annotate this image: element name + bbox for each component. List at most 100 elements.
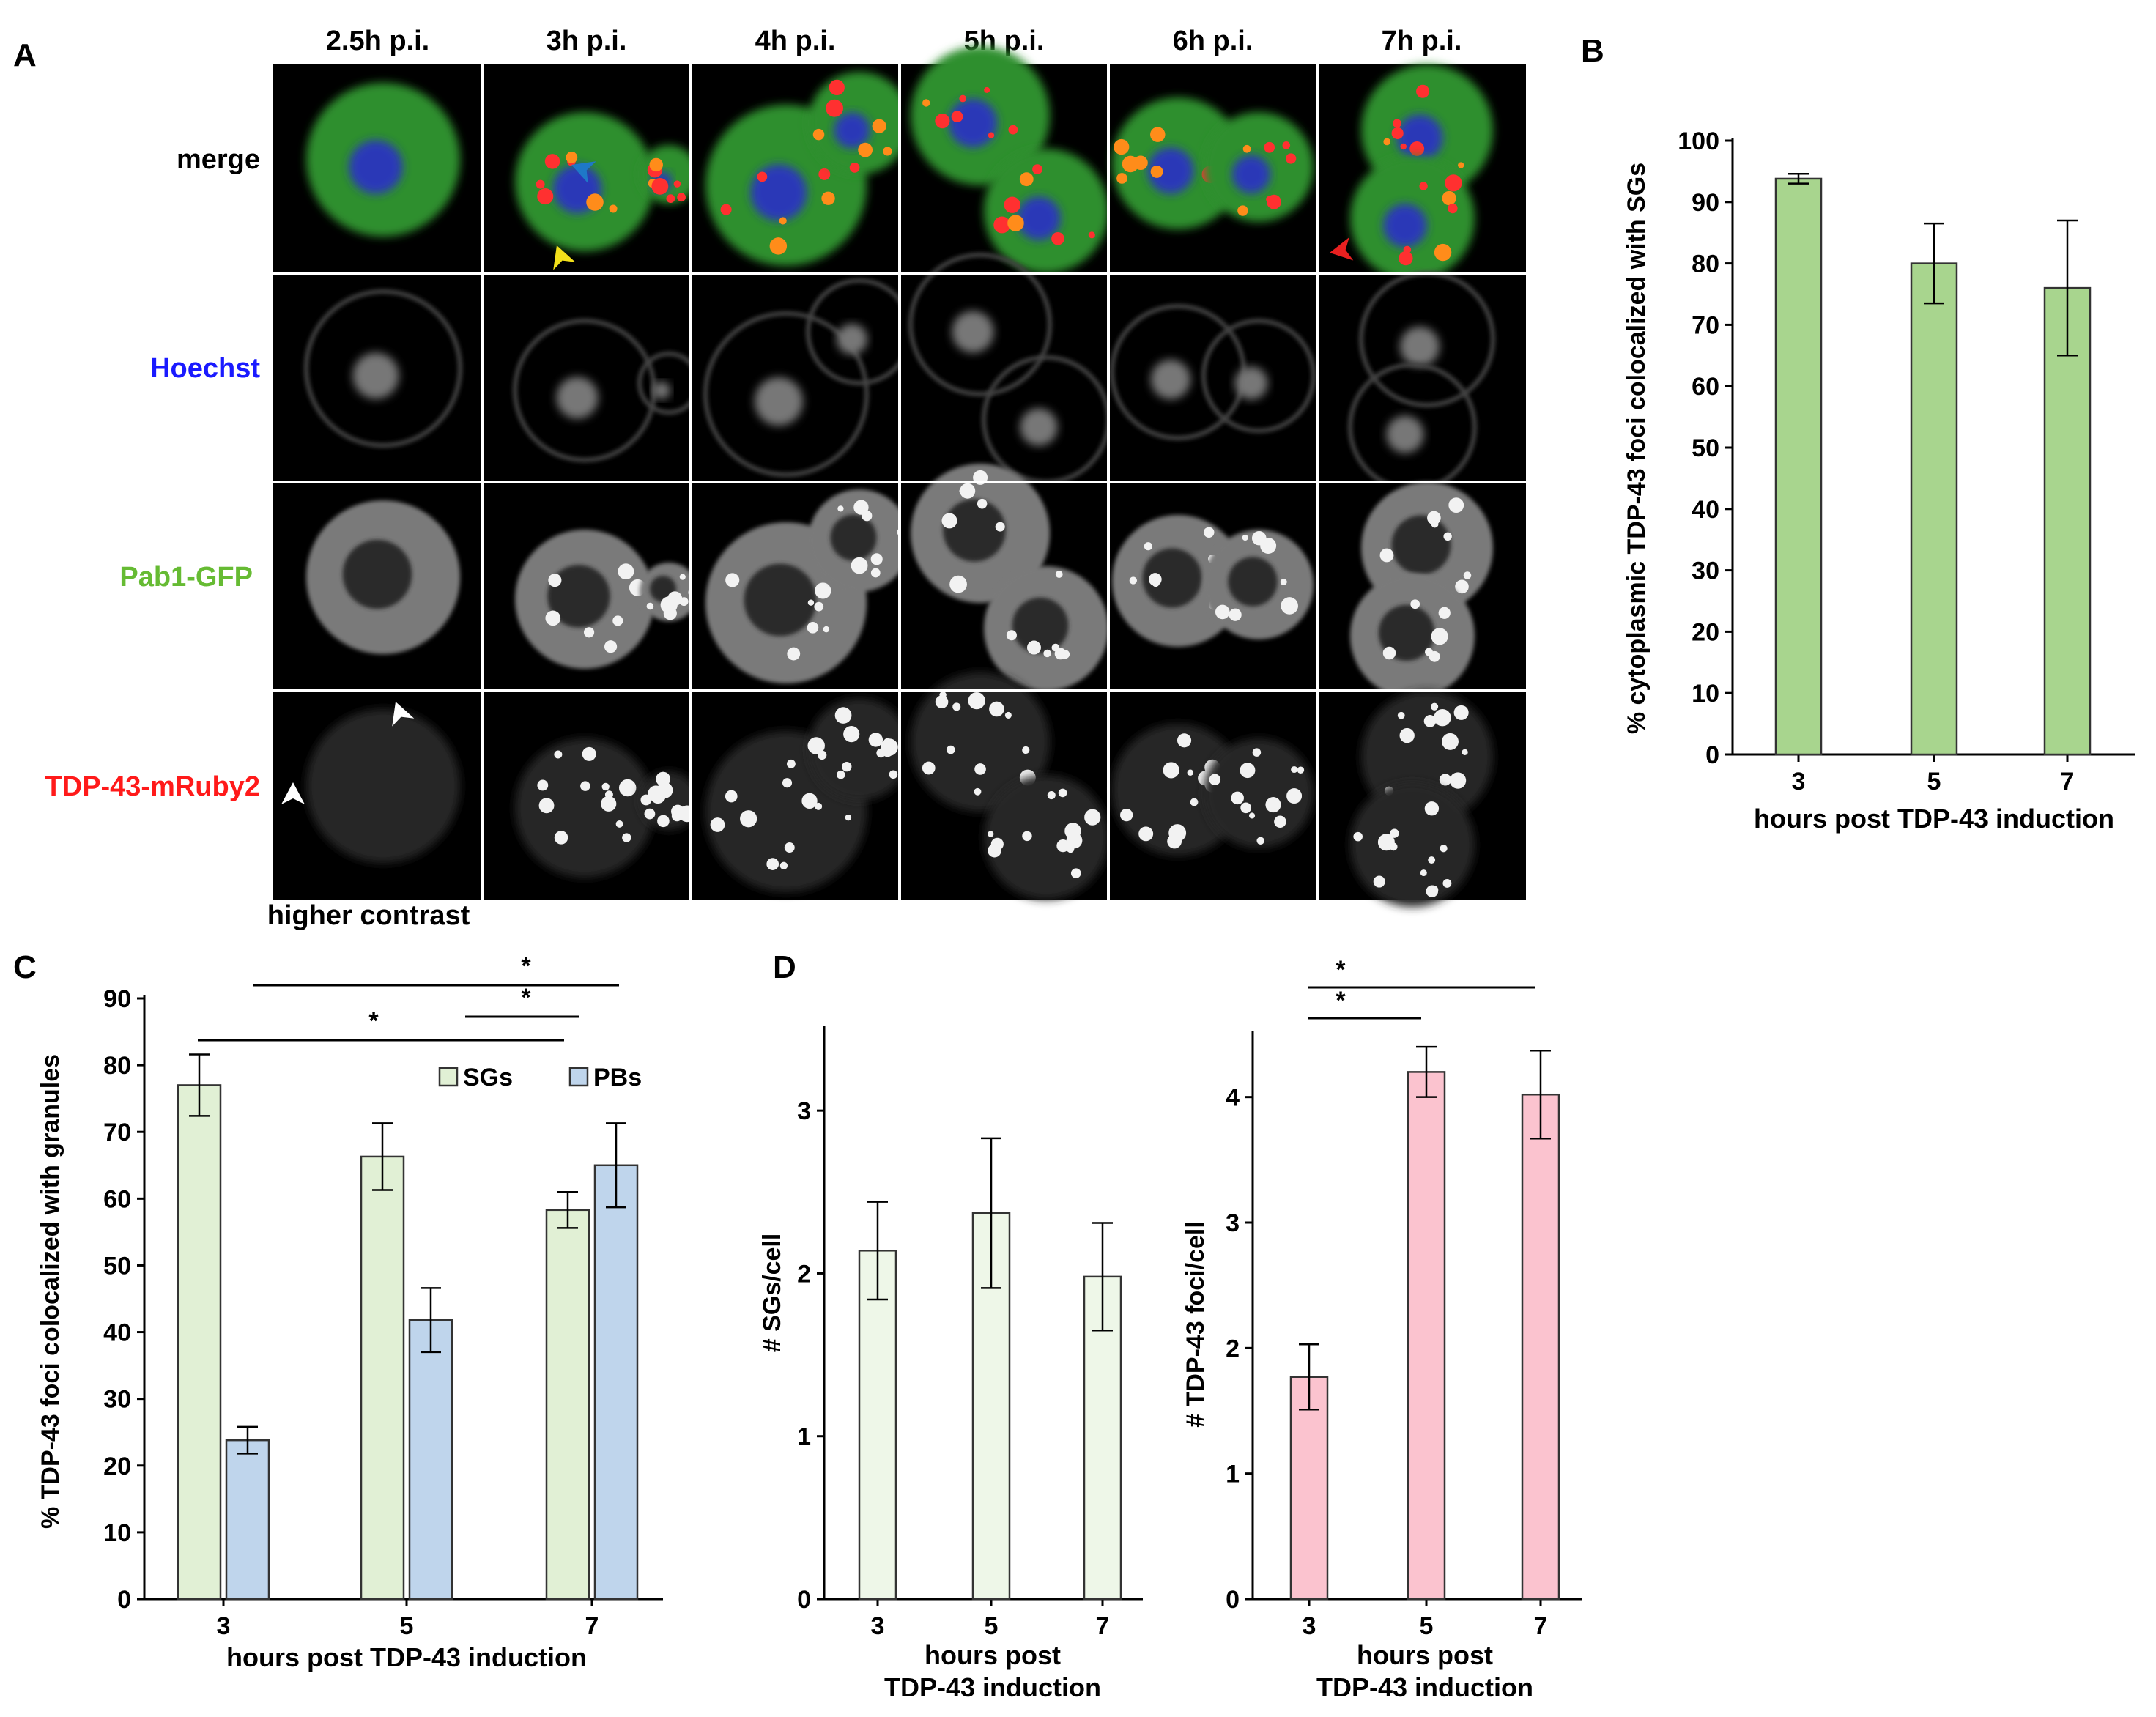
legend-label: SGs — [463, 1064, 513, 1091]
y-tick-label: 100 — [1678, 127, 1719, 155]
micrograph-tile — [900, 253, 1111, 484]
chart-b: 0 10 20 30 40 50 60 70 80 90 100 3 5 7 hours post TDP-… — [1623, 127, 2135, 834]
panel-a-micrograph-grid: 2.5h p.i. 3h p.i. 4h p.i. 5h p.i. 6h p.i. 7h … — [45, 26, 1526, 907]
micrograph-tile — [482, 273, 700, 482]
x-axis-label: TDP-43 induction — [884, 1672, 1101, 1702]
y-axis-label: % TDP-43 foci colocalized with granules — [37, 1054, 64, 1529]
row-label: TDP-43-mRuby2 — [45, 771, 261, 802]
legend-swatch — [568, 1067, 589, 1087]
y-tick-label: 0 — [1226, 1586, 1240, 1614]
bar — [2043, 286, 2092, 756]
arrowhead-marker — [281, 782, 305, 804]
y-tick-label: 20 — [1692, 618, 1719, 646]
micrograph-tile — [1317, 271, 1526, 492]
x-tick-label: 3 — [217, 1612, 231, 1640]
micrograph-tile — [273, 64, 482, 273]
arrowhead-marker — [553, 245, 576, 270]
bar — [225, 1439, 270, 1601]
micrograph-tile — [1317, 691, 1526, 907]
y-tick-label: 0 — [797, 1586, 811, 1614]
x-tick-label: 5 — [400, 1612, 414, 1640]
micrograph-tile — [900, 46, 1108, 273]
y-tick-label: 70 — [103, 1119, 131, 1146]
y-tick-label: 30 — [1692, 557, 1719, 585]
micrograph-tile — [1108, 273, 1317, 482]
arrowhead-marker — [571, 161, 596, 184]
y-tick-label: 30 — [103, 1386, 131, 1414]
x-tick-label: 7 — [1534, 1612, 1548, 1640]
y-tick-label: 10 — [1692, 680, 1719, 708]
micrograph-tile — [1108, 691, 1317, 900]
bar — [1289, 1376, 1329, 1601]
legend-label: PBs — [593, 1064, 642, 1091]
y-tick-label: 20 — [103, 1453, 131, 1480]
x-axis-label: hours post TDP-43 induction — [226, 1642, 587, 1672]
y-tick-label: 2 — [1226, 1335, 1240, 1362]
x-tick-label: 5 — [985, 1612, 999, 1640]
row-label: merge — [177, 144, 260, 175]
y-tick-label: 40 — [103, 1319, 131, 1347]
bar — [408, 1319, 453, 1601]
column-header: 4h p.i. — [755, 26, 836, 56]
significance-star: * — [521, 952, 531, 980]
bar — [593, 1164, 639, 1601]
y-tick-label: 80 — [1692, 251, 1719, 278]
y-tick-label: 60 — [103, 1185, 131, 1213]
bar — [1774, 177, 1823, 756]
x-tick-label: 3 — [1303, 1612, 1316, 1640]
bar — [1521, 1093, 1560, 1601]
x-tick-label: 7 — [2061, 768, 2075, 796]
y-tick-label: 3 — [797, 1097, 811, 1125]
significance-star: * — [368, 1007, 379, 1035]
column-header: 6h p.i. — [1173, 26, 1253, 56]
x-axis-label: hours post — [1357, 1640, 1493, 1670]
y-tick-label: 80 — [103, 1052, 131, 1080]
significance-star: * — [521, 984, 531, 1012]
y-axis-label: # TDP-43 foci/cell — [1182, 1221, 1209, 1428]
x-tick-label: 7 — [1096, 1612, 1110, 1640]
significance-star: * — [1336, 956, 1346, 984]
y-tick-label: 4 — [1226, 1084, 1240, 1112]
panel-letter-b: B — [1581, 33, 1604, 69]
micrograph-tile — [1108, 64, 1317, 273]
panel-letter-c: C — [13, 949, 37, 985]
legend-swatch — [438, 1067, 459, 1087]
significance-star: * — [1336, 987, 1346, 1015]
micrograph-tile — [273, 273, 482, 482]
y-tick-label: 40 — [1692, 496, 1719, 524]
bar — [360, 1155, 405, 1601]
micrograph-tile — [691, 482, 911, 691]
bar — [545, 1209, 590, 1601]
y-tick-label: 90 — [1692, 189, 1719, 217]
y-tick-label: 50 — [103, 1252, 131, 1280]
y-tick-label: 70 — [1692, 311, 1719, 339]
bar — [858, 1250, 897, 1601]
micrograph-tile — [691, 64, 911, 273]
column-header: 7h p.i. — [1382, 26, 1462, 56]
y-axis-label: % cytoplasmic TDP-43 foci colocalized wi… — [1623, 163, 1651, 734]
y-tick-label: 3 — [1226, 1209, 1240, 1237]
micrograph-tile — [1317, 482, 1526, 698]
micrograph-tile — [900, 464, 1108, 691]
y-tick-label: 1 — [797, 1423, 811, 1451]
arrowhead-marker — [1330, 237, 1354, 261]
y-tick-label: 50 — [1692, 434, 1719, 462]
y-axis-label: # SGs/cell — [758, 1234, 786, 1353]
bar — [1910, 262, 1958, 756]
y-tick-label: 0 — [117, 1586, 131, 1614]
x-tick-label: 5 — [1927, 768, 1941, 796]
micrograph-tile — [482, 482, 702, 691]
x-tick-label: 3 — [871, 1612, 885, 1640]
x-axis-label: hours post TDP-43 induction — [1754, 804, 2114, 834]
micrograph-tile — [1108, 482, 1317, 691]
y-tick-label: 90 — [103, 985, 131, 1013]
bar — [1407, 1071, 1446, 1601]
x-axis-label: TDP-43 induction — [1316, 1672, 1533, 1702]
x-tick-label: 3 — [1792, 768, 1806, 796]
y-tick-label: 1 — [1226, 1461, 1240, 1488]
row-label: Hoechst — [150, 353, 260, 384]
